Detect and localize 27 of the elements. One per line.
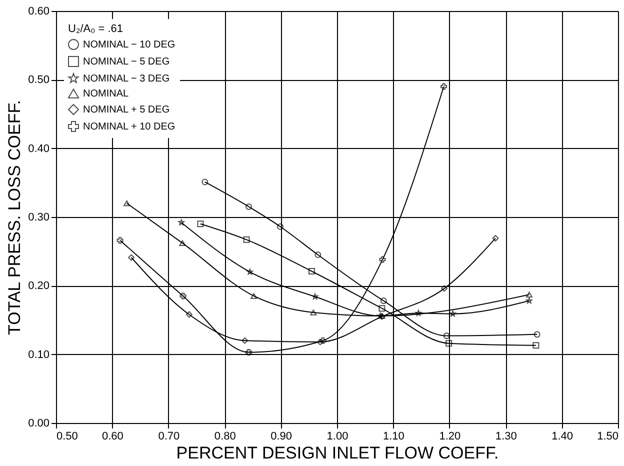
x-tick-label: 1.30 — [495, 430, 517, 442]
x-tick-label: 1.50 — [597, 430, 618, 442]
y-tick-label: 0.60 — [28, 6, 50, 18]
x-tick-label: 1.00 — [326, 430, 348, 442]
x-tick-label: 0.70 — [158, 430, 180, 442]
x-tick-label: 0.60 — [102, 430, 124, 442]
legend-label: NOMINAL − 10 DEG — [83, 40, 176, 50]
legend-title: U₂/A₀ = .61 — [68, 23, 123, 35]
legend-label: NOMINAL − 3 DEG — [83, 74, 170, 84]
x-tick-label: 0.80 — [214, 430, 236, 442]
legend-label: NOMINAL + 5 DEG — [83, 104, 170, 116]
legend-label: NOMINAL + 10 DEG — [83, 122, 176, 132]
y-tick-label: 0.40 — [28, 142, 50, 155]
y-tick-label: 0.30 — [28, 212, 50, 224]
y-tick-label: 0.20 — [28, 280, 50, 292]
x-tick-label: 1.40 — [552, 430, 574, 442]
y-tick-label: 0.10 — [28, 348, 50, 361]
legend-label: NOMINAL — [83, 88, 129, 100]
y-tick-label: 0.50 — [28, 74, 50, 86]
x-tick-label: 1.10 — [382, 430, 404, 442]
x-tick-label: 0.50 — [56, 430, 78, 442]
legend-label: NOMINAL − 5 DEG — [83, 56, 170, 68]
y-axis-title: TOTAL PRESS. LOSS COEFF. — [5, 100, 24, 335]
x-axis-title: PERCENT DESIGN INLET FLOW COEFF. — [176, 444, 499, 462]
x-tick-label: 1.20 — [439, 430, 461, 442]
y-tick-label: 0.00 — [28, 418, 50, 430]
x-tick-label: 0.90 — [270, 430, 292, 442]
